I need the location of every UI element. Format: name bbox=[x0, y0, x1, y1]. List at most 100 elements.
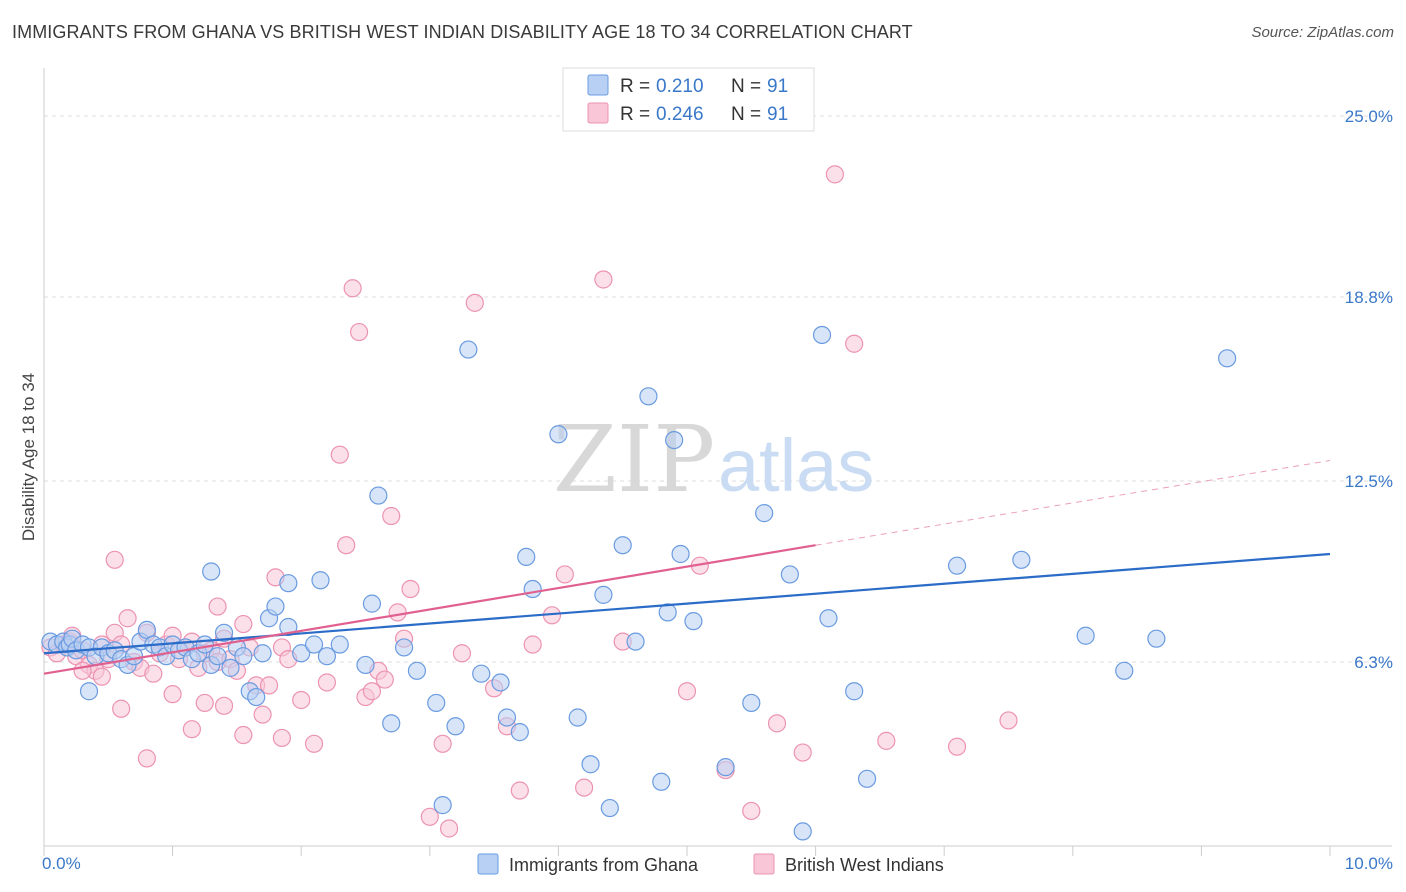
ghana-point-80 bbox=[857, 769, 877, 788]
bwi-point-65 bbox=[594, 270, 613, 289]
ghana-point-58 bbox=[523, 579, 542, 599]
ghana-point-41 bbox=[317, 647, 337, 666]
legend-r-value-2: 0.246 bbox=[656, 104, 704, 125]
legend-bottom-swatch-pink bbox=[753, 853, 775, 875]
bwi-point-73 bbox=[825, 165, 844, 184]
watermark: ZIP atlas bbox=[553, 406, 874, 513]
grid-lines bbox=[44, 115, 1392, 663]
bwi-point-53 bbox=[420, 807, 439, 826]
x-tick-labels: 0.0% 10.0% bbox=[42, 854, 1393, 873]
bwi-point-54 bbox=[433, 734, 452, 753]
y-tick-labels: 6.3% 12.5% 18.8% 25.0% bbox=[1345, 107, 1393, 672]
ghana-point-76 bbox=[793, 822, 812, 841]
ghana-point-74 bbox=[755, 504, 774, 523]
ghana-point-51 bbox=[446, 717, 465, 736]
bwi-point-52 bbox=[401, 579, 420, 599]
ghana-point-83 bbox=[1076, 626, 1095, 645]
y-tick-label-3: 25.0% bbox=[1345, 107, 1393, 126]
bwi-point-43 bbox=[337, 536, 356, 555]
ghana-point-85 bbox=[1147, 629, 1166, 648]
ghana-point-81 bbox=[947, 556, 967, 575]
ghana-point-63 bbox=[600, 798, 619, 818]
bwi-point-87 bbox=[375, 670, 394, 689]
ghana-point-68 bbox=[658, 603, 677, 622]
trend-lines bbox=[43, 460, 1331, 675]
ghana-point-43 bbox=[356, 655, 375, 675]
ghana-point-28 bbox=[208, 647, 227, 666]
legend-top-swatch-pink bbox=[587, 102, 609, 124]
bwi-trend-line bbox=[43, 544, 816, 675]
axes bbox=[43, 68, 1392, 856]
ghana-point-69 bbox=[665, 430, 684, 450]
ghana-point-37 bbox=[266, 597, 285, 616]
bwi-point-9 bbox=[92, 667, 111, 686]
ghana-point-87 bbox=[79, 682, 99, 701]
ghana-point-59 bbox=[549, 425, 568, 444]
ghana-point-57 bbox=[517, 547, 536, 567]
series-immigrants-from-ghana bbox=[41, 325, 1237, 841]
ghana-point-78 bbox=[819, 609, 838, 628]
ghana-point-50 bbox=[433, 796, 452, 815]
bwi-point-39 bbox=[292, 690, 311, 710]
ghana-point-61 bbox=[581, 755, 600, 774]
legend-n-label-1: N = bbox=[731, 76, 761, 97]
bwi-point-81 bbox=[214, 696, 234, 715]
ghana-point-77 bbox=[812, 325, 832, 345]
ghana-point-66 bbox=[639, 387, 658, 406]
ghana-point-40 bbox=[304, 635, 324, 654]
ghana-point-34 bbox=[247, 687, 266, 707]
bwi-point-13 bbox=[118, 609, 137, 628]
ghana-point-53 bbox=[472, 664, 491, 683]
ghana-point-84 bbox=[1115, 661, 1134, 680]
ghana-point-42 bbox=[330, 635, 349, 654]
ghana-point-67 bbox=[652, 772, 671, 791]
ghana-point-82 bbox=[1012, 550, 1031, 569]
legend-bottom: Immigrants from Ghana British West India… bbox=[477, 853, 944, 875]
ghana-point-47 bbox=[394, 638, 414, 657]
ghana-point-64 bbox=[613, 536, 632, 555]
bwi-point-34 bbox=[253, 705, 272, 724]
ghana-point-72 bbox=[716, 758, 735, 777]
ghana-point-70 bbox=[671, 544, 690, 564]
ghana-point-29 bbox=[214, 623, 234, 642]
bwi-point-77 bbox=[999, 711, 1018, 730]
bwi-point-57 bbox=[465, 293, 484, 312]
bwi-point-63 bbox=[555, 565, 574, 584]
bwi-point-89 bbox=[112, 699, 131, 718]
legend-r-label-2: R = bbox=[620, 104, 650, 125]
ghana-point-73 bbox=[742, 693, 761, 713]
bwi-point-72 bbox=[793, 743, 812, 762]
bwi-point-61 bbox=[523, 635, 542, 654]
ghana-trend-line bbox=[43, 552, 1331, 655]
x-tick-label-1: 10.0% bbox=[1345, 854, 1393, 873]
y-tick-label-0: 6.3% bbox=[1354, 653, 1393, 672]
ghana-point-60 bbox=[568, 708, 587, 727]
y-tick-label-2: 18.8% bbox=[1345, 288, 1393, 307]
bwi-point-47 bbox=[362, 682, 382, 701]
bwi-point-90 bbox=[73, 661, 92, 680]
bwi-point-71 bbox=[767, 714, 787, 733]
bwi-point-56 bbox=[452, 644, 472, 663]
ghana-point-39 bbox=[292, 644, 311, 663]
ghana-point-54 bbox=[491, 673, 510, 692]
ghana-point-49 bbox=[427, 693, 446, 713]
bwi-point-44 bbox=[343, 279, 362, 298]
bwi-point-55 bbox=[439, 819, 459, 838]
ghana-point-86 bbox=[1218, 349, 1237, 368]
y-tick-label-1: 12.5% bbox=[1345, 472, 1393, 491]
watermark-zip: ZIP bbox=[553, 406, 715, 513]
legend-r-label-1: R = bbox=[620, 76, 650, 97]
bwi-trend-extension bbox=[815, 460, 1331, 546]
bwi-point-70 bbox=[742, 801, 761, 821]
ghana-point-45 bbox=[369, 486, 388, 505]
bwi-point-83 bbox=[234, 725, 253, 745]
bwi-point-45 bbox=[349, 322, 369, 342]
ghana-point-32 bbox=[234, 647, 253, 666]
legend-n-value-1: 91 bbox=[767, 76, 788, 97]
legend-r-value-1: 0.210 bbox=[656, 76, 704, 97]
chart-title: IMMIGRANTS FROM GHANA VS BRITISH WEST IN… bbox=[12, 22, 913, 42]
legend-n-value-2: 91 bbox=[767, 104, 788, 125]
ghana-point-65 bbox=[626, 632, 645, 651]
bwi-point-88 bbox=[208, 597, 227, 616]
